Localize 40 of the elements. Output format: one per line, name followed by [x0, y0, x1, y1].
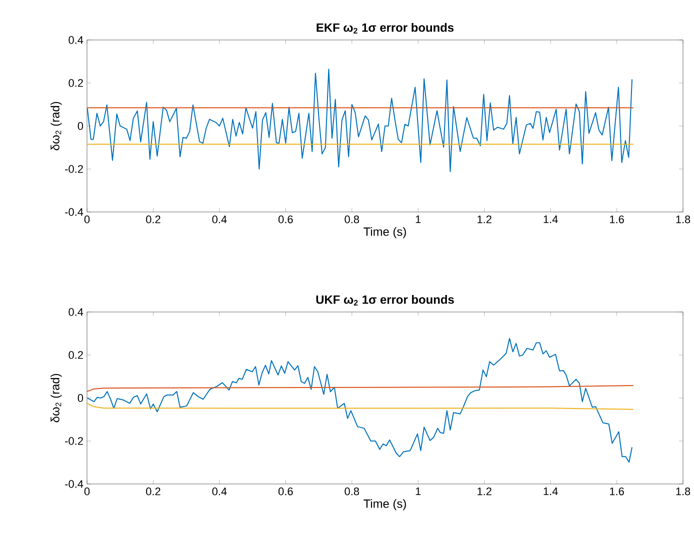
x-tick-label: 0.4: [212, 216, 227, 224]
line-series: [87, 338, 633, 463]
x-tick-label: 0.2: [146, 216, 160, 224]
y-axis-title: δω$_{2}$ (rad): [50, 102, 62, 150]
y-tick-label: -0.4: [65, 208, 84, 216]
y-tick-label: -0.2: [65, 165, 83, 173]
x-axis-title: Time (s): [364, 499, 406, 510]
y-tick-label: -0.2: [65, 437, 83, 445]
y-tick-label: 0.2: [68, 351, 83, 359]
y-tick-label: 0: [78, 394, 84, 402]
x-tick-label: 0.6: [278, 488, 293, 496]
x-tick-label: 0.4: [212, 488, 227, 496]
x-tick-label: 0.8: [344, 488, 360, 496]
chart-title: UKF ω$_{2}$ 1σ error bounds: [316, 295, 454, 306]
y-tick-label: 0.4: [68, 308, 84, 316]
x-tick-label: 1: [416, 488, 421, 496]
line-series: [87, 385, 634, 392]
y-tick-label: 0.2: [68, 79, 83, 87]
x-tick-label: 1.2: [478, 216, 492, 224]
x-tick-label: 1.8: [676, 488, 690, 496]
x-tick-label: 1.4: [544, 216, 558, 224]
x-tick-label: 0: [84, 488, 90, 496]
line-series: [87, 68, 633, 172]
x-tick-label: 1.6: [610, 216, 624, 224]
x-tick-label: 0: [84, 216, 90, 224]
x-tick-label: 1.4: [544, 488, 558, 496]
x-tick-label: 0.2: [146, 488, 160, 496]
x-axis-title: Time (s): [364, 227, 406, 238]
x-tick-label: 1.8: [676, 216, 690, 224]
y-tick-label: 0.4: [68, 36, 84, 44]
x-tick-label: 1.6: [610, 488, 624, 496]
y-axis-title: δω$_{2}$ (rad): [50, 374, 62, 422]
y-tick-label: -0.4: [65, 480, 84, 488]
y-tick-label: 0: [78, 122, 84, 130]
x-tick-label: 1: [416, 216, 421, 224]
x-tick-label: 0.8: [344, 216, 360, 224]
x-tick-label: 0.6: [278, 216, 293, 224]
line-series: [87, 402, 634, 410]
chart-title: EKF ω$_{2}$ 1σ error bounds: [316, 23, 454, 34]
x-tick-label: 1.2: [478, 488, 492, 496]
